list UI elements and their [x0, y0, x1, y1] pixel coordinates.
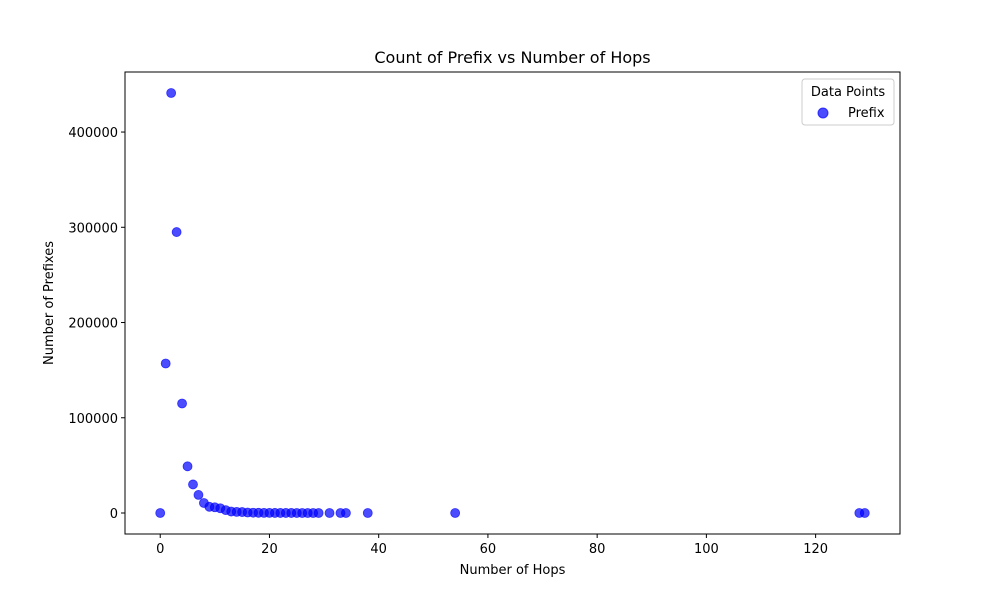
data-points [155, 88, 870, 518]
y-tick-label: 100000 [68, 412, 118, 427]
x-tick-label: 60 [480, 542, 497, 557]
legend-title: Data Points [811, 85, 885, 100]
data-point [166, 88, 177, 98]
data-point [155, 508, 166, 518]
legend: Data Points Prefix [801, 78, 895, 126]
y-axis-ticks: 0 100000 200000 300000 400000 [68, 126, 125, 522]
data-point [188, 479, 198, 490]
y-tick-label: 400000 [68, 126, 118, 141]
data-point [362, 508, 373, 518]
data-point [171, 227, 182, 237]
x-tick-label: 0 [156, 542, 164, 557]
data-point [313, 508, 324, 518]
x-axis-ticks: 0 20 40 60 80 100 120 [156, 534, 828, 557]
y-tick-label: 300000 [68, 221, 118, 236]
y-tick-label: 0 [110, 507, 118, 522]
x-tick-label: 80 [589, 542, 606, 557]
chart-title: Count of Prefix vs Number of Hops [374, 48, 650, 67]
x-axis-label: Number of Hops [460, 563, 566, 578]
data-point [324, 508, 335, 518]
data-point [182, 461, 193, 472]
x-tick-label: 40 [370, 542, 387, 557]
x-tick-label: 120 [803, 542, 828, 557]
data-point [859, 508, 870, 518]
legend-label: Prefix [848, 106, 885, 121]
data-point [341, 508, 351, 518]
x-tick-label: 20 [261, 542, 278, 557]
data-point [177, 398, 187, 409]
y-axis-label: Number of Prefixes [42, 241, 57, 365]
legend-marker [817, 107, 829, 119]
data-point [160, 358, 171, 369]
data-point [450, 508, 461, 518]
y-tick-label: 200000 [68, 317, 118, 332]
plot-area [124, 71, 901, 535]
data-point [193, 490, 204, 500]
x-tick-label: 100 [694, 542, 719, 557]
